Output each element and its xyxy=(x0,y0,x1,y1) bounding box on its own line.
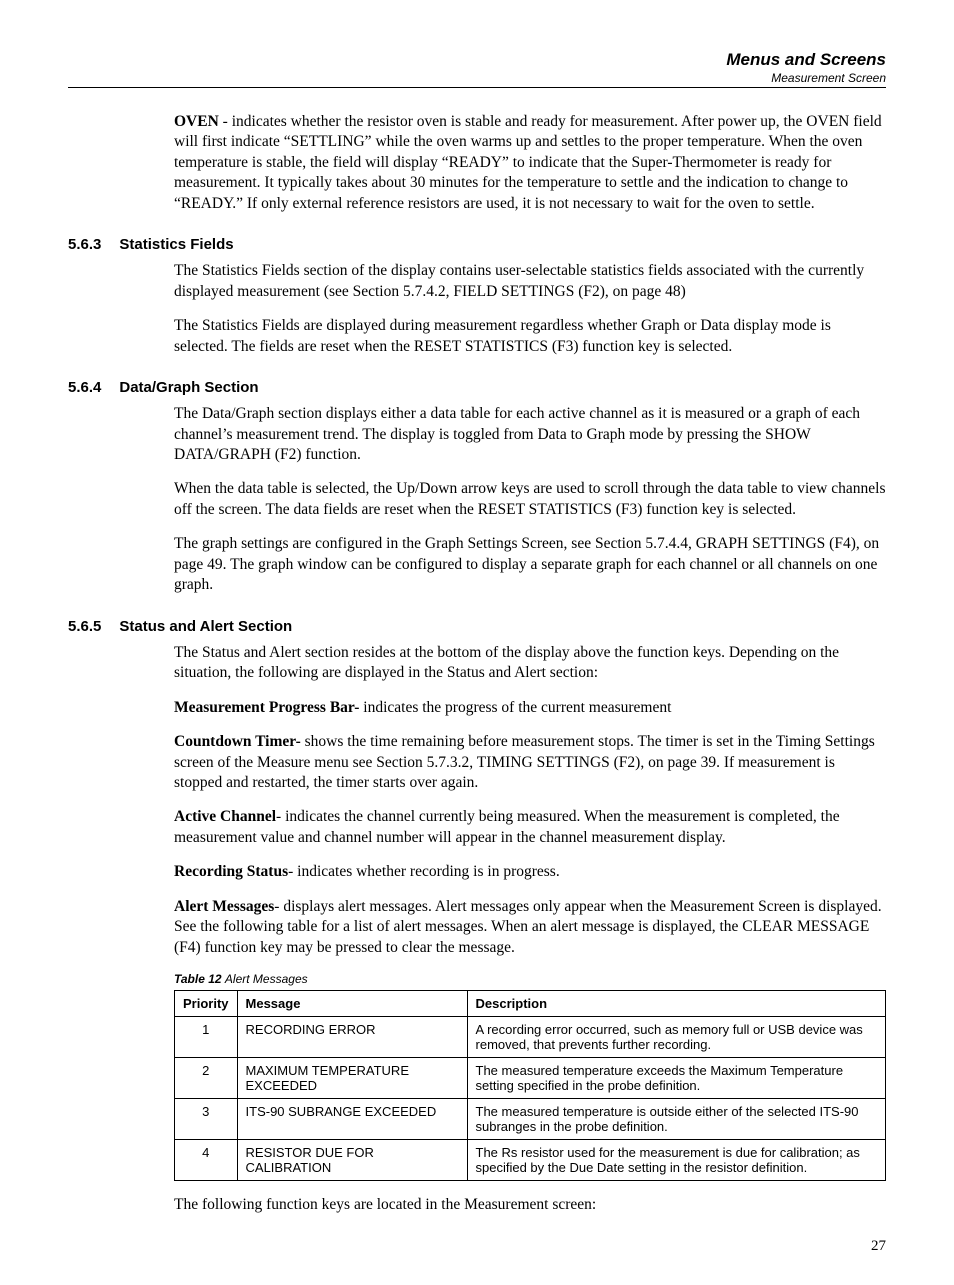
cell-priority: 1 xyxy=(175,1017,238,1058)
caption-rest: Alert Messages xyxy=(225,972,308,986)
section-heading-565: 5.6.5 Status and Alert Section xyxy=(68,618,886,635)
page-number: 27 xyxy=(871,1238,886,1255)
caption-bold: Table 12 xyxy=(174,972,225,986)
section-heading-563: 5.6.3 Statistics Fields xyxy=(68,236,886,253)
section-title: Status and Alert Section xyxy=(119,618,292,635)
section-title: Statistics Fields xyxy=(119,236,233,253)
measurement-progress-para: Measurement Progress Bar- indicates the … xyxy=(174,698,886,718)
th-message: Message xyxy=(237,991,467,1017)
body-column: OVEN - indicates whether the resistor ov… xyxy=(174,112,886,1216)
table-row: 1 RECORDING ERROR A recording error occu… xyxy=(175,1017,886,1058)
oven-lead: OVEN xyxy=(174,113,219,130)
page: Menus and Screens Measurement Screen OVE… xyxy=(0,0,954,1285)
oven-rest: - indicates whether the resistor oven is… xyxy=(174,113,882,212)
cell-description: A recording error occurred, such as memo… xyxy=(467,1017,885,1058)
cell-message: RESISTOR DUE FOR CALIBRATION xyxy=(237,1140,467,1181)
table-header-row: Priority Message Description xyxy=(175,991,886,1017)
cell-description: The measured temperature is outside eith… xyxy=(467,1099,885,1140)
header-title: Menus and Screens xyxy=(68,50,886,70)
table-body: 1 RECORDING ERROR A recording error occu… xyxy=(175,1017,886,1181)
cell-message: MAXIMUM TEMPERATURE EXCEEDED xyxy=(237,1058,467,1099)
s563-p2: The Statistics Fields are displayed duri… xyxy=(174,316,886,357)
active-channel-para: Active Channel- indicates the channel cu… xyxy=(174,807,886,848)
table-caption: Table 12 Alert Messages xyxy=(174,972,886,986)
ct-lead: Countdown Timer- xyxy=(174,733,301,750)
cell-message: RECORDING ERROR xyxy=(237,1017,467,1058)
alert-messages-table: Priority Message Description 1 RECORDING… xyxy=(174,990,886,1181)
oven-paragraph: OVEN - indicates whether the resistor ov… xyxy=(174,112,886,214)
closing-paragraph: The following function keys are located … xyxy=(174,1195,886,1215)
th-description: Description xyxy=(467,991,885,1017)
s565-p1: The Status and Alert section resides at … xyxy=(174,643,886,684)
cell-description: The measured temperature exceeds the Max… xyxy=(467,1058,885,1099)
section-title: Data/Graph Section xyxy=(119,379,258,396)
am-lead: Alert Messages xyxy=(174,898,274,915)
table-row: 3 ITS-90 SUBRANGE EXCEEDED The measured … xyxy=(175,1099,886,1140)
countdown-timer-para: Countdown Timer- shows the time remainin… xyxy=(174,732,886,793)
recording-status-para: Recording Status- indicates whether reco… xyxy=(174,862,886,882)
s564-p3: The graph settings are configured in the… xyxy=(174,534,886,595)
section-number: 5.6.5 xyxy=(68,618,101,635)
cell-description: The Rs resistor used for the measurement… xyxy=(467,1140,885,1181)
mp-rest: indicates the progress of the current me… xyxy=(359,699,671,716)
section-number: 5.6.4 xyxy=(68,379,101,396)
rs-lead: Recording Status xyxy=(174,863,288,880)
page-header: Menus and Screens Measurement Screen xyxy=(68,50,886,88)
section-heading-564: 5.6.4 Data/Graph Section xyxy=(68,379,886,396)
s563-p1: The Statistics Fields section of the dis… xyxy=(174,261,886,302)
cell-priority: 3 xyxy=(175,1099,238,1140)
s564-p2: When the data table is selected, the Up/… xyxy=(174,479,886,520)
header-subtitle: Measurement Screen xyxy=(68,71,886,85)
table-row: 4 RESISTOR DUE FOR CALIBRATION The Rs re… xyxy=(175,1140,886,1181)
section-number: 5.6.3 xyxy=(68,236,101,253)
ac-lead: Active Channel xyxy=(174,808,276,825)
alert-messages-para: Alert Messages- displays alert messages.… xyxy=(174,897,886,958)
table-row: 2 MAXIMUM TEMPERATURE EXCEEDED The measu… xyxy=(175,1058,886,1099)
am-rest: - displays alert messages. Alert message… xyxy=(174,898,882,956)
rs-rest: - indicates whether recording is in prog… xyxy=(288,863,560,880)
cell-priority: 2 xyxy=(175,1058,238,1099)
s564-p1: The Data/Graph section displays either a… xyxy=(174,404,886,465)
cell-priority: 4 xyxy=(175,1140,238,1181)
th-priority: Priority xyxy=(175,991,238,1017)
cell-message: ITS-90 SUBRANGE EXCEEDED xyxy=(237,1099,467,1140)
mp-lead: Measurement Progress Bar- xyxy=(174,699,359,716)
